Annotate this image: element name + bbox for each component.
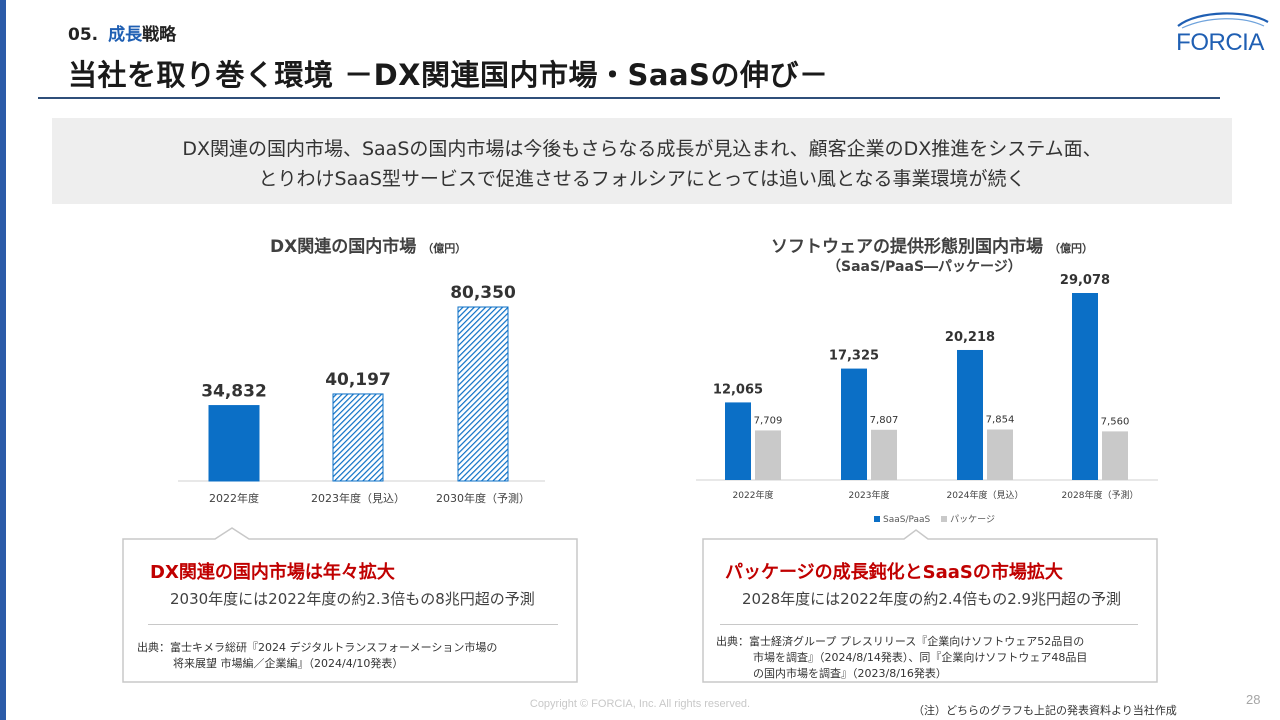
right-bar-s1-3 — [1102, 431, 1128, 480]
left-bar-0 — [208, 405, 260, 482]
right-bar-s0-2 — [957, 349, 983, 480]
section-number: 05. — [68, 25, 99, 45]
right-callout-heading: パッケージの成長鈍化とSaaSの市場拡大 — [725, 562, 1063, 583]
left-bar-value-label-2: 80,350 — [450, 283, 516, 303]
right-callout-rule — [720, 624, 1138, 625]
section-rest-text: 戦略 — [142, 25, 177, 45]
left-callout-source: 出典：富士キメラ総研『2024 デジタルトランスフォーメーション市場の 将来展望… — [137, 640, 497, 672]
left-bar-2 — [457, 306, 509, 482]
right-chart-unit: （億円） — [1049, 242, 1093, 255]
forcia-logo: FORCIA — [1176, 12, 1269, 56]
right-bar-s0-3 — [1072, 293, 1098, 480]
right-bar-value-label-s1-3: 7,560 — [1101, 416, 1130, 427]
title-divider — [38, 97, 1220, 99]
logo-text: FORCIA — [1176, 29, 1264, 56]
right-bar-s1-1 — [871, 429, 897, 480]
right-callout-source: 出典：富士経済グループ プレスリリース『企業向けソフトウェア52品目の 市場を調… — [716, 634, 1087, 682]
left-chart-title: DX関連の国内市場 （億円） — [270, 232, 466, 257]
left-bar-1 — [332, 393, 384, 482]
right-bar-value-label-s0-0: 12,065 — [713, 382, 763, 397]
summary-line-2: とりわけSaaS型サービスで促進させるフォルシアにとっては追い風となる事業環境が… — [258, 168, 1026, 190]
left-callout-frame — [122, 527, 578, 683]
legend-item-package: パッケージ — [941, 515, 995, 525]
left-bar-value-label-1: 40,197 — [325, 370, 391, 390]
right-source-line-1: 出典：富士経済グループ プレスリリース『企業向けソフトウェア52品目の — [716, 635, 1085, 648]
summary-line-1: DX関連の国内市場、SaaSの国内市場は今後もさらなる成長が見込まれ、顧客企業の… — [182, 138, 1102, 160]
left-category-label-1: 2023年度（見込） — [311, 491, 405, 505]
right-chart-subtitle: （SaaS/PaaS―パッケージ） — [827, 259, 1022, 275]
footnote: （注）どちらのグラフも上記の発表資料より当社作成 — [913, 704, 1177, 717]
right-bar-value-label-s0-2: 20,218 — [945, 330, 995, 345]
right-callout-detail: 2028年度には2022年度の約2.4倍もの2.9兆円超の予測 — [742, 590, 1122, 608]
right-callout-frame — [702, 529, 1158, 683]
logo-arc — [1177, 12, 1269, 27]
right-category-label-0: 2022年度 — [733, 489, 774, 501]
left-bar-chart: 34,832 2022年度 40,197 2023年度（見込） 80,350 2030年度… — [178, 283, 545, 505]
legend-swatch-saas — [874, 515, 880, 522]
right-category-label-3: 2028年度（予測） — [1062, 489, 1139, 501]
left-callout-heading: DX関連の国内市場は年々拡大 — [150, 562, 395, 583]
left-chart-title-text: DX関連の国内市場 — [270, 237, 417, 257]
right-category-label-2: 2024年度（見込） — [947, 489, 1024, 501]
right-bar-s0-1 — [841, 368, 867, 480]
summary-box: DX関連の国内市場、SaaSの国内市場は今後もさらなる成長が見込まれ、顧客企業の… — [52, 118, 1232, 204]
legend-label-package: パッケージ — [950, 515, 995, 525]
right-source-line-2: 市場を調査』（2024/8/14発表）、同『企業向けソフトウェア48品目 — [753, 651, 1088, 664]
right-bar-s0-0 — [725, 402, 751, 480]
left-category-label-0: 2022年度 — [209, 491, 259, 505]
right-bar-s1-2 — [987, 429, 1013, 480]
right-source-line-3: の国内市場を調査』（2023/8/16発表） — [753, 667, 947, 680]
right-bar-value-label-s0-3: 29,078 — [1060, 273, 1110, 288]
legend-swatch-package — [941, 515, 948, 522]
left-callout-rule — [148, 624, 558, 625]
section-accent-text: 成長 — [108, 25, 143, 45]
right-chart-title: ソフトウェアの提供形態別国内市場 （億円） — [771, 232, 1093, 257]
legend-label-saas: SaaS/PaaS — [883, 515, 931, 525]
left-callout-detail: 2030年度には2022年度の約2.3倍もの8兆円超の予測 — [170, 590, 535, 608]
left-accent-bar — [0, 0, 6, 720]
right-category-label-1: 2023年度 — [849, 489, 890, 501]
left-category-label-2: 2030年度（予測） — [436, 491, 530, 505]
right-bar-value-label-s0-1: 17,325 — [829, 349, 879, 364]
right-bar-value-label-s1-2: 7,854 — [986, 414, 1015, 425]
right-chart-legend: SaaS/PaaS パッケージ — [874, 512, 1003, 525]
right-bar-value-label-s1-0: 7,709 — [754, 415, 783, 426]
left-chart-unit: （億円） — [422, 242, 467, 255]
legend-item-saas: SaaS/PaaS — [874, 515, 930, 525]
page-number: 28 — [1246, 692, 1261, 707]
page-title: 当社を取り巻く環境 －DX関連国内市場・SaaSの伸び－ — [68, 58, 829, 92]
left-source-line-2: 将来展望 市場編／企業編』（2024/4/10発表） — [173, 657, 404, 670]
right-bar-value-label-s1-1: 7,807 — [870, 415, 899, 426]
copyright-text: Copyright © FORCIA, Inc. All rights rese… — [529, 698, 751, 710]
logo-arc-inner — [1181, 18, 1265, 29]
right-bar-chart: 2022年度 2023年度 2024年度（見込） 2028年度（予測） 12,065 17… — [696, 273, 1158, 501]
section-label: 05. 成長戦略 — [68, 20, 176, 45]
left-bar-value-label-0: 34,832 — [201, 382, 267, 402]
right-bar-s1-0 — [755, 430, 781, 480]
left-source-line-1: 出典：富士キメラ総研『2024 デジタルトランスフォーメーション市場の — [137, 641, 498, 654]
right-chart-title-text: ソフトウェアの提供形態別国内市場 — [771, 237, 1043, 257]
